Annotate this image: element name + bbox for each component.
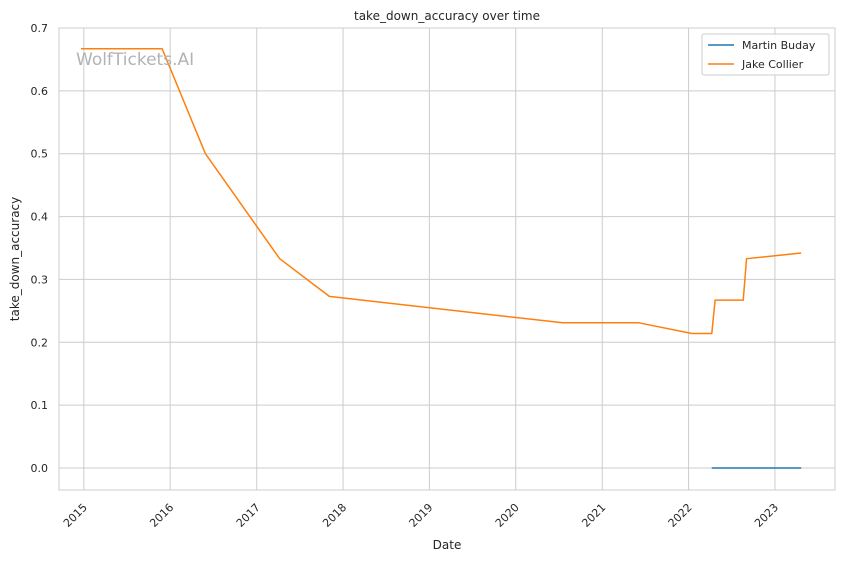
y-tick-label: 0.3 (31, 273, 49, 286)
x-tick-label: 2021 (579, 501, 608, 530)
x-axis-label: Date (433, 538, 462, 552)
y-tick-label: 0.1 (31, 399, 49, 412)
x-tick-label: 2022 (666, 501, 695, 530)
plot-frame (58, 27, 836, 491)
x-tick-label: 2019 (407, 501, 436, 530)
y-tick-label: 0.5 (31, 148, 49, 161)
x-tick-label: 2017 (234, 501, 263, 530)
x-tick-label: 2018 (320, 501, 349, 530)
legend-label: Martin Buday (742, 39, 816, 52)
watermark: WolfTickets.AI (76, 50, 194, 70)
ticks: 0.0 0.1 0.2 0.3 0.4 0.5 0.6 0.7 2015 2016 2017 2018… (31, 22, 782, 530)
x-tick-label: 2020 (493, 501, 522, 530)
y-axis-label: take_down_accuracy (8, 197, 22, 321)
x-tick-label: 2016 (147, 501, 176, 530)
legend-label: Jake Collier (741, 58, 804, 71)
series-line-jake-collier (81, 47, 802, 335)
x-tick-label: 2015 (61, 501, 90, 530)
y-tick-label: 0.6 (31, 85, 49, 98)
series-layer (81, 47, 802, 469)
chart-title: take_down_accuracy over time (354, 9, 540, 23)
y-tick-label: 0.2 (31, 336, 49, 349)
y-tick-label: 0.4 (31, 211, 49, 224)
legend: Martin Buday Jake Collier (701, 33, 830, 76)
y-tick-label: 0.0 (31, 462, 49, 475)
grid (59, 27, 835, 490)
x-tick-label: 2023 (752, 501, 781, 530)
y-tick-label: 0.7 (31, 22, 49, 35)
